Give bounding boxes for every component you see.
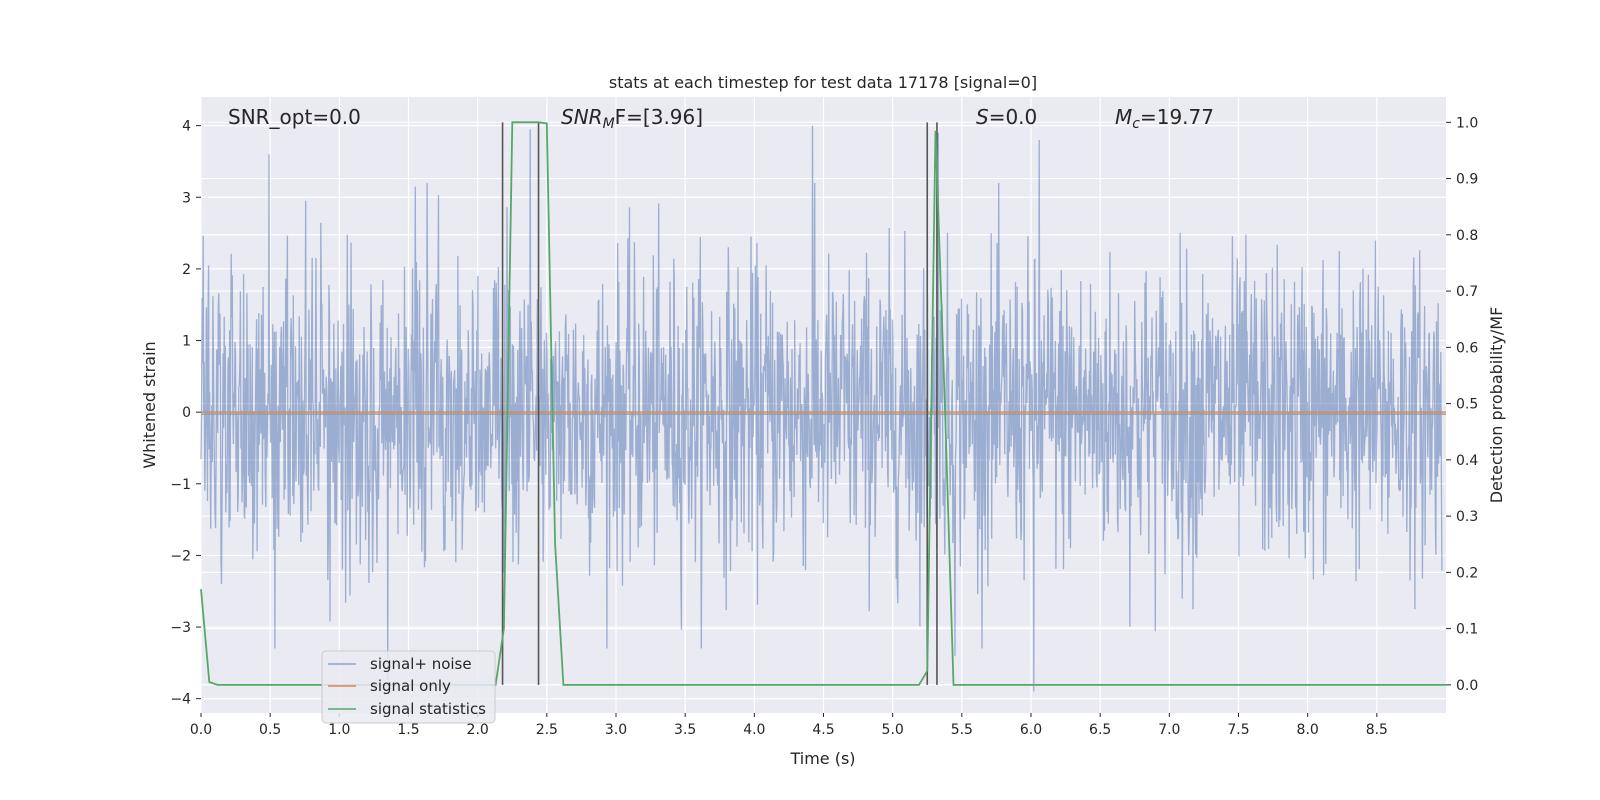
s-value: =0.0: [989, 105, 1038, 129]
left-y-tick-label: −3: [170, 620, 191, 636]
mc-base: M: [1115, 105, 1132, 129]
legend-box: [321, 650, 496, 724]
signal-plus-noise-trace: [200, 125, 1443, 692]
right-y-tick-label: 0.3: [1456, 509, 1478, 525]
right-y-tick-label: 0.6: [1456, 340, 1478, 356]
annotation-snr-opt: SNR_opt=0.0: [228, 105, 361, 129]
x-tick-labels: 0.0 0.5 1.0 1.5 2.0 2.5 3.0 3.5 4.0 4.5 5.0 5.5 6.0 6…: [190, 713, 1388, 738]
x-tick-label: 0.0: [190, 722, 212, 738]
x-tick-label: 8.5: [1366, 722, 1388, 738]
right-y-axis-label: Detection probability/MF: [1487, 307, 1506, 504]
snr-mf-rest: F=[3.96]: [615, 105, 703, 129]
right-y-tick-label: 0.8: [1456, 228, 1478, 244]
right-y-tick-label: 0.0: [1456, 678, 1478, 694]
x-tick-label: 4.0: [743, 722, 765, 738]
x-tick-label: 3.0: [605, 722, 627, 738]
x-tick-label: 6.5: [1089, 722, 1111, 738]
legend: signal+ noise signal only signal statist…: [321, 650, 496, 724]
s-symbol: S: [976, 105, 989, 129]
chart-title: stats at each timestep for test data 171…: [609, 73, 1037, 92]
snr-mf-base: SNR: [561, 105, 603, 129]
legend-label-signal-statistics: signal statistics: [370, 700, 486, 718]
x-tick-label: 1.5: [397, 722, 419, 738]
x-tick-label: 8.0: [1297, 722, 1319, 738]
x-tick-label: 4.5: [812, 722, 834, 738]
left-y-tick-label: 4: [182, 119, 191, 135]
left-y-tick-label: 0: [182, 405, 191, 421]
annotation-mc: Mc=19.77: [1115, 105, 1214, 132]
right-y-tick-label: 0.5: [1456, 397, 1478, 413]
signal-only-trace: [201, 411, 1446, 415]
left-y-tick-label: 2: [182, 262, 191, 278]
left-y-tick-label: −2: [170, 548, 191, 564]
right-y-tick-label: 0.9: [1456, 172, 1478, 188]
x-tick-label: 3.5: [674, 722, 696, 738]
x-tick-label: 7.5: [1227, 722, 1249, 738]
snr-mf-sub: M: [603, 116, 615, 132]
x-axis-label: Time (s): [789, 749, 855, 768]
x-tick-label: 5.0: [882, 722, 904, 738]
right-y-tick-label: 1.0: [1456, 115, 1478, 131]
vertical-markers: [501, 122, 938, 685]
annotation-s: S=0.0: [976, 105, 1037, 129]
signal-plus-noise-line: [200, 125, 1443, 692]
x-tick-label: 1.0: [328, 722, 350, 738]
left-y-tick-label: 1: [182, 334, 191, 350]
mc-sub: c: [1132, 116, 1140, 132]
left-y-tick-labels: 4 3 2 1 0 −1 −2 −3 −4: [170, 119, 201, 708]
x-tick-label: 7.0: [1158, 722, 1180, 738]
left-y-tick-label: 3: [182, 190, 191, 206]
x-tick-label: 5.5: [951, 722, 973, 738]
x-tick-label: 2.0: [467, 722, 489, 738]
annotation-snr-mf: SNRMF=[3.96]: [561, 105, 703, 132]
legend-label-signal-only: signal only: [370, 677, 451, 695]
right-y-tick-labels: 1.0 0.9 0.8 0.7 0.6 0.5 0.4 0.3 0.2 0.1 0.0: [1446, 115, 1478, 694]
right-y-tick-label: 0.1: [1456, 622, 1478, 638]
x-tick-label: 6.0: [1020, 722, 1042, 738]
right-y-tick-label: 0.2: [1456, 565, 1478, 581]
legend-label-signal-plus-noise: signal+ noise: [370, 655, 472, 673]
x-tick-label: 0.5: [259, 722, 281, 738]
mc-value: =19.77: [1140, 105, 1214, 129]
x-tick-label: 2.5: [536, 722, 558, 738]
left-y-tick-label: −1: [170, 477, 191, 493]
right-y-tick-label: 0.7: [1456, 284, 1478, 300]
right-y-tick-label: 0.4: [1456, 453, 1478, 469]
left-y-axis-label: Whitened strain: [140, 341, 159, 468]
left-y-tick-label: −4: [170, 692, 191, 708]
